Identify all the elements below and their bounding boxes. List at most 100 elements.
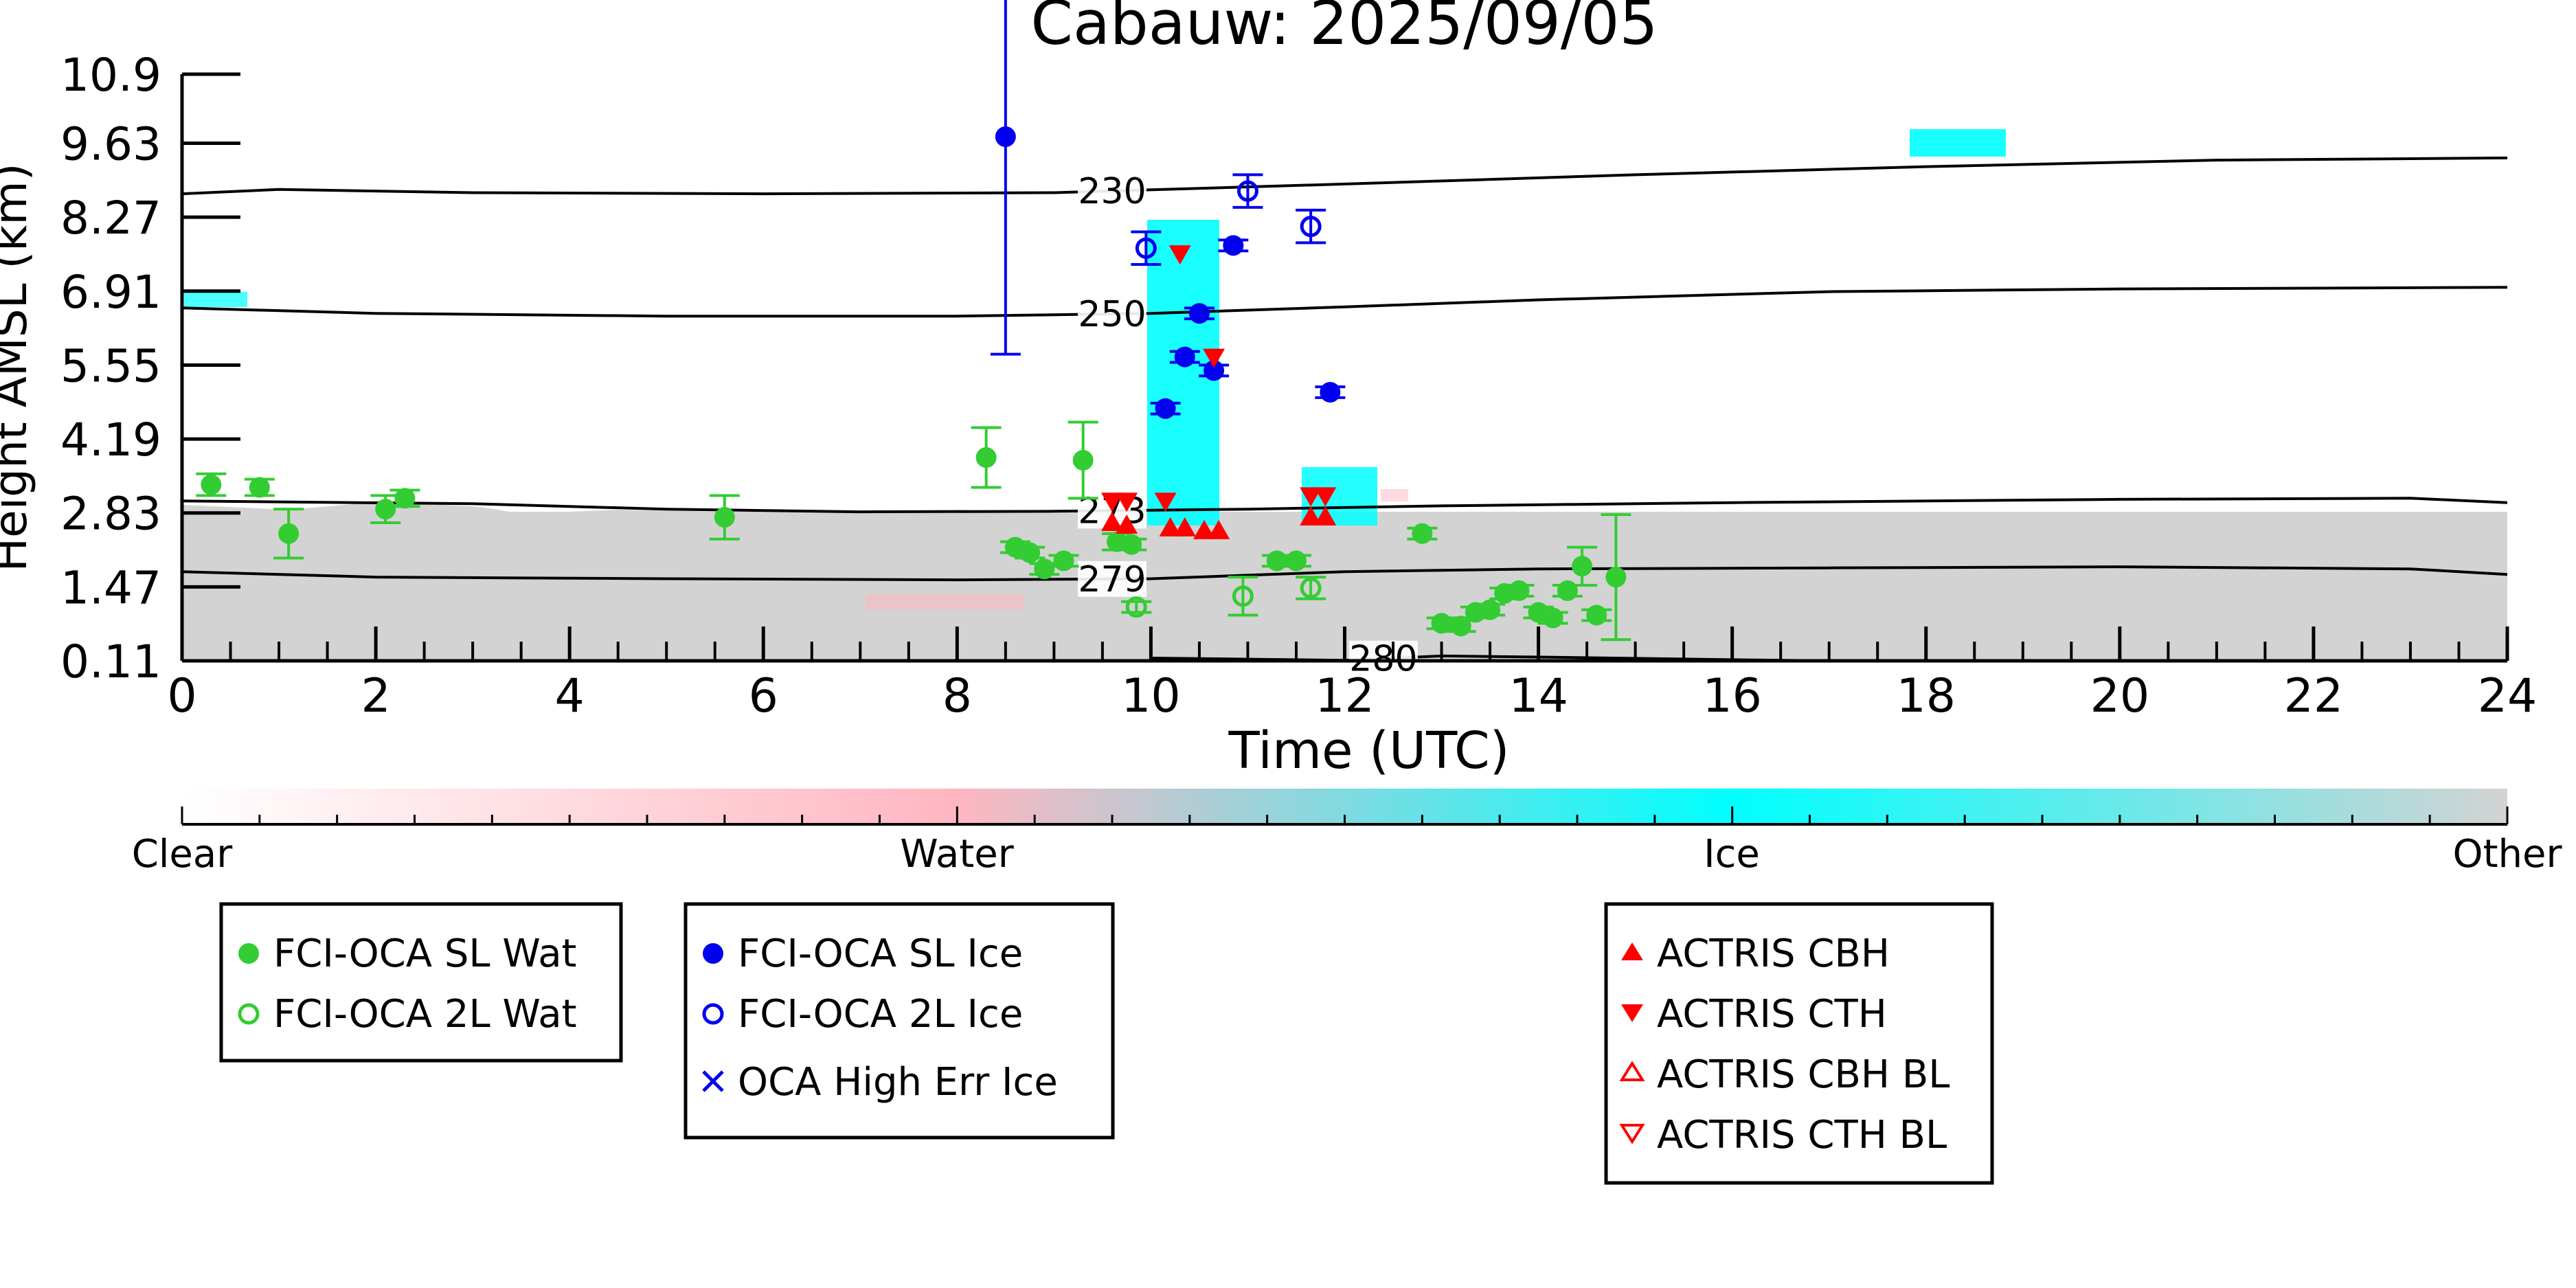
legend-marker-actris-cbh (1621, 942, 1643, 960)
legend-label-actris-cth: ACTRIS CTH (1657, 992, 1887, 1037)
point (995, 126, 1016, 148)
marker-fci-oca-2l-ice (1232, 173, 1263, 209)
point (1188, 303, 1210, 324)
marker-actris-cbh (1300, 506, 1322, 526)
point (1204, 360, 1225, 381)
legend-label-actris-cbh: ACTRIS CBH (1657, 931, 1890, 976)
point (1135, 237, 1157, 259)
x-axis-label: Time (UTC) (1228, 721, 1509, 780)
marker-fci-oca-sl-ice (1169, 346, 1200, 368)
ice-cloud-high (1910, 129, 2006, 157)
marker-fci-oca-sl-wat (273, 508, 304, 560)
point (1300, 577, 1322, 599)
x-axis-ticks: 0 2 4 6 8 10 12 14 16 18 20 22 24 (167, 626, 2537, 723)
legend-ice: FCI-OCA SL Ice FCI-OCA 2L Ice OCA High E… (683, 902, 1115, 1140)
x-tick-label: 8 (942, 669, 972, 723)
y-axis-label: Height AMSL (km) (0, 163, 37, 572)
y-tick-label: 2.83 (60, 488, 161, 541)
point (1203, 348, 1225, 368)
point (1072, 449, 1094, 471)
marker-fci-oca-sl-wat (971, 426, 1002, 489)
colorbar-label-other: Other (2452, 832, 2562, 877)
point (714, 507, 735, 528)
point (1605, 567, 1627, 588)
point (1266, 550, 1287, 572)
marker-fci-oca-sl-wat (1280, 550, 1311, 572)
marker-actris-cbh (1173, 517, 1196, 536)
marker-actris-cbh (1101, 511, 1123, 531)
marker-fci-oca-sl-wat (1116, 534, 1147, 555)
marker-fci-oca-2l-wat (1228, 576, 1258, 617)
legend-label-actris-cbh-bl: ACTRIS CBH BL (1657, 1052, 1950, 1097)
point (1116, 493, 1138, 512)
contour-label-bg (1078, 173, 1146, 210)
legend-water: FCI-OCA SL Wat FCI-OCA 2L Wat (219, 902, 623, 1063)
water-patch-1 (866, 594, 1024, 609)
colorbar-label-water: Water (900, 832, 1015, 877)
x-tick-label: 4 (555, 669, 585, 723)
marker-fci-oca-sl-wat (389, 488, 420, 509)
chart-title: Cabauw: 2025/09/05 (1031, 0, 1658, 58)
legend-actris: ACTRIS CBH ACTRIS CTH ACTRIS CBH BL ACTR… (1604, 902, 1994, 1185)
marker-fci-oca-sl-wat (1048, 550, 1079, 572)
point (1121, 534, 1142, 555)
point (1320, 382, 1341, 403)
marker-fci-oca-sl-wat (1445, 615, 1476, 637)
marker-fci-oca-2l-wat (1296, 576, 1326, 600)
point (1034, 558, 1055, 580)
point (1450, 615, 1471, 637)
x-tick-label: 14 (1509, 669, 1568, 723)
legend-label-fci-oca-sl-wat: FCI-OCA SL Wat (273, 931, 577, 976)
point (1116, 514, 1138, 534)
point (975, 447, 997, 468)
point (1154, 493, 1177, 512)
marker-actris-cbh (1159, 517, 1182, 536)
x-tick-label: 20 (2090, 669, 2150, 723)
point (1412, 523, 1433, 544)
y-tick-label: 6.91 (60, 266, 161, 319)
x-tick-label: 10 (1121, 669, 1181, 723)
point (249, 477, 270, 498)
x-tick-label: 0 (167, 669, 196, 723)
marker-fci-oca-sl-wat (1567, 545, 1598, 587)
colorbar-ticks (181, 806, 2509, 824)
marker-fci-oca-sl-wat (196, 472, 227, 497)
point (375, 499, 396, 520)
legend-marker-fci-oca-2l-ice (702, 1003, 724, 1025)
point (1300, 506, 1322, 526)
marker-actris-cth (1300, 487, 1322, 507)
marker-actris-cth (1168, 245, 1191, 265)
legend-marker-actris-cth (1621, 1004, 1643, 1022)
legend-label-actris-cth-bl: ACTRIS CTH BL (1657, 1113, 1947, 1157)
marker-fci-oca-sl-ice (1184, 303, 1214, 324)
point (1542, 607, 1563, 629)
marker-actris-cth (1203, 348, 1225, 368)
point (1101, 493, 1123, 512)
marker-fci-oca-2l-wat (1121, 596, 1152, 618)
marker-actris-cth (1314, 487, 1337, 507)
contour-label-bg (1348, 640, 1418, 677)
contour-line-273 (182, 497, 2507, 514)
contour-line-279 (182, 565, 2507, 582)
marker-fci-oca-sl-wat (1029, 558, 1060, 580)
y-tick-label: 0.11 (60, 635, 161, 688)
marker-fci-oca-sl-ice (1218, 235, 1249, 256)
y-tick-label: 10.9 (60, 49, 161, 102)
marker-fci-oca-sl-wat (1407, 523, 1438, 544)
legend-marker-actris-cth-bl (1619, 1124, 1645, 1144)
point (1223, 235, 1244, 256)
marker-fci-oca-sl-ice (1150, 398, 1181, 419)
legend-marker-fci-oca-sl-ice (703, 943, 723, 964)
classification-background (182, 129, 2507, 661)
bl-other-top (182, 501, 2507, 570)
point (1236, 180, 1258, 202)
water-patch-2 (1381, 489, 1408, 501)
y-axis-ticks: 0.11 1.47 2.83 4.19 5.55 6.91 8.27 9.63 10.9 (60, 49, 240, 688)
x-tick-label: 22 (2284, 669, 2344, 723)
point (1480, 599, 1501, 620)
marker-actris-cth (1101, 493, 1123, 512)
legend-water-frame (219, 902, 623, 1063)
point (278, 523, 300, 544)
marker-actris-cth (1154, 493, 1177, 512)
point (1586, 605, 1607, 626)
